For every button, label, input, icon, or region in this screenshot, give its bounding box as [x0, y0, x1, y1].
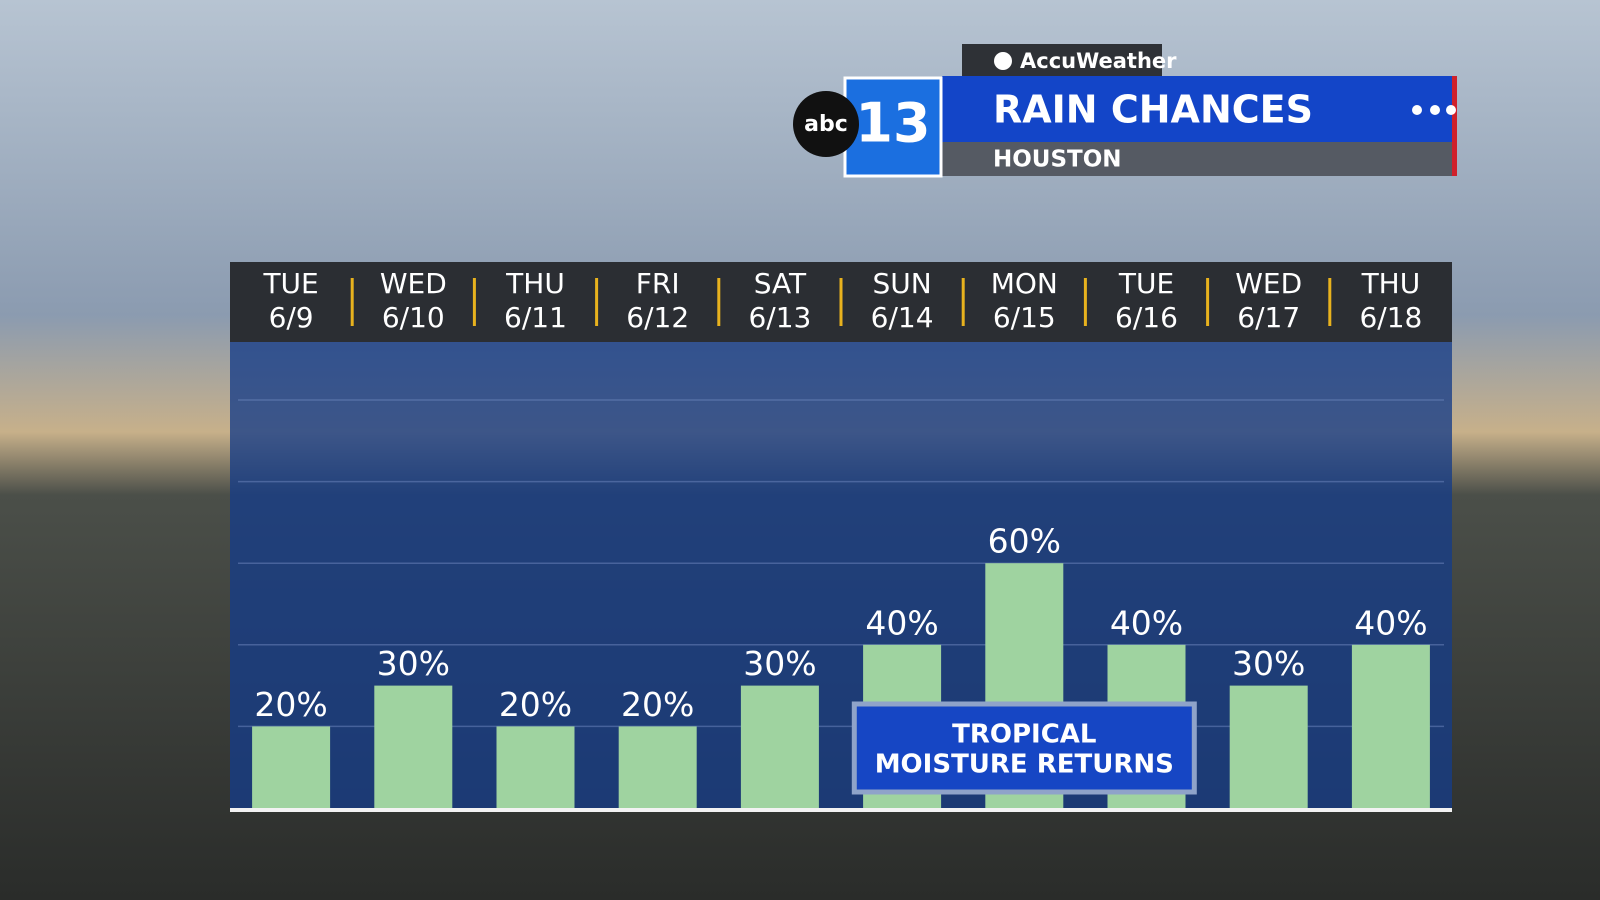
x-tick-label: 6/14 — [871, 301, 934, 334]
x-tick-weekday: THU — [1361, 267, 1421, 300]
x-tick-weekday: FRI — [636, 267, 680, 300]
bar — [374, 685, 453, 808]
bar — [1351, 644, 1430, 808]
x-tick-label: 6/15 — [993, 301, 1056, 334]
location-bar — [942, 142, 1452, 176]
value-label: 40% — [865, 603, 938, 642]
x-tick-label: 6/11 — [504, 301, 567, 334]
value-label: 30% — [377, 644, 450, 683]
x-tick-label: 6/9 — [269, 301, 314, 334]
x-tick-weekday: THU — [505, 267, 565, 300]
channel: 13 — [855, 92, 930, 155]
value-label: 30% — [743, 644, 816, 683]
bar — [618, 726, 697, 808]
value-label: 60% — [988, 522, 1061, 561]
value-label: 20% — [621, 685, 694, 724]
title: RAIN CHANCES — [993, 88, 1313, 132]
bar — [252, 726, 331, 808]
x-tick-weekday: TUE — [1118, 267, 1174, 300]
annotation: MOISTURE RETURNS — [875, 750, 1174, 780]
brand-icon — [994, 52, 1012, 70]
x-tick-label: 6/17 — [1237, 301, 1300, 334]
brand: AccuWeather — [1020, 49, 1177, 73]
annotation-box — [851, 701, 1197, 795]
channel-logo — [843, 76, 943, 178]
x-tick-weekday: WED — [1235, 267, 1302, 300]
network-logo — [793, 91, 859, 157]
x-tick-weekday: SUN — [872, 267, 931, 300]
title-bar — [942, 76, 1452, 142]
x-tick-weekday: SAT — [754, 267, 807, 300]
value-label: 40% — [1110, 603, 1183, 642]
annotation: TROPICAL — [952, 720, 1096, 750]
location: HOUSTON — [993, 147, 1122, 173]
x-tick-weekday: MON — [991, 267, 1058, 300]
x-tick-weekday: TUE — [262, 267, 318, 300]
x-tick-label: 6/12 — [626, 301, 689, 334]
value-label: 20% — [254, 685, 327, 724]
network: abc — [804, 112, 848, 137]
value-label: 20% — [499, 685, 572, 724]
bar — [740, 685, 819, 808]
x-tick-label: 6/16 — [1115, 301, 1178, 334]
accent — [1452, 76, 1457, 176]
x-tick-label: 6/10 — [382, 301, 445, 334]
bar — [496, 726, 575, 808]
x-tick-weekday: WED — [380, 267, 447, 300]
value-label: 30% — [1232, 644, 1305, 683]
menu-dots — [1412, 105, 1456, 115]
x-tick-label: 6/18 — [1359, 301, 1422, 334]
bar — [1229, 685, 1308, 808]
x-tick-label: 6/13 — [748, 301, 811, 334]
value-label: 40% — [1354, 603, 1427, 642]
